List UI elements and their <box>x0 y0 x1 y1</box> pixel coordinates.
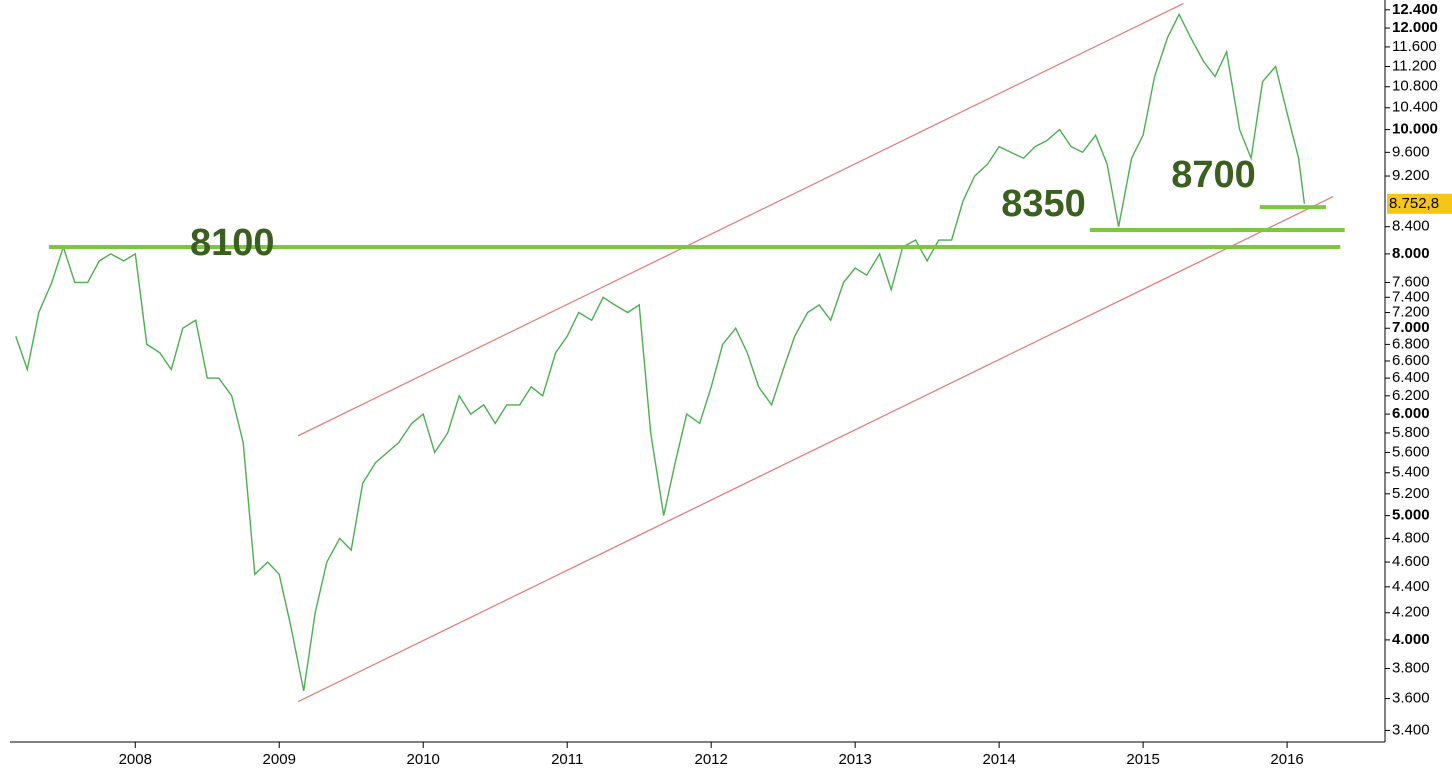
last-price-box <box>1387 193 1452 214</box>
x-tick-label: 2016 <box>1270 751 1303 768</box>
level-label: 8700 <box>1171 154 1256 196</box>
y-tick-label: 6.400 <box>1392 369 1430 386</box>
x-tick-label: 2015 <box>1126 751 1159 768</box>
y-tick-label: 7.400 <box>1392 288 1430 305</box>
y-tick-label: 8.000 <box>1392 245 1430 262</box>
y-tick-label: 9.600 <box>1392 143 1430 160</box>
y-tick-label: 6.600 <box>1392 352 1430 369</box>
x-tick-label: 2013 <box>838 751 871 768</box>
y-tick-label: 12.000 <box>1392 19 1438 36</box>
y-tick-label: 10.000 <box>1392 121 1438 138</box>
y-tick-label: 3.600 <box>1392 690 1430 707</box>
channel-line <box>297 2 1184 437</box>
y-tick-label: 5.200 <box>1392 485 1430 502</box>
level-label: 8100 <box>190 222 275 264</box>
y-tick-label: 10.400 <box>1392 99 1438 116</box>
y-tick-label: 6.000 <box>1392 405 1430 422</box>
y-tick-label: 7.200 <box>1392 304 1430 321</box>
y-tick-label: 6.200 <box>1392 387 1430 404</box>
y-tick-label: 3.800 <box>1392 659 1430 676</box>
y-tick-label: 5.000 <box>1392 507 1430 524</box>
y-tick-label: 8.400 <box>1392 218 1430 235</box>
level-label: 8350 <box>1001 183 1086 225</box>
y-tick-label: 7.600 <box>1392 273 1430 290</box>
y-tick-label: 5.600 <box>1392 443 1430 460</box>
y-tick-label: 3.400 <box>1392 721 1430 738</box>
y-tick-label: 9.200 <box>1392 167 1430 184</box>
y-tick-label: 4.800 <box>1392 529 1430 546</box>
x-tick-label: 2014 <box>982 751 1015 768</box>
y-tick-label: 10.800 <box>1392 78 1438 95</box>
y-tick-label: 6.800 <box>1392 335 1430 352</box>
x-tick-label: 2008 <box>119 751 152 768</box>
y-tick-label: 4.000 <box>1392 631 1430 648</box>
last-price-label: 8.752,8 <box>1389 195 1439 212</box>
y-tick-label: 5.800 <box>1392 424 1430 441</box>
y-tick-label: 11.600 <box>1392 38 1437 55</box>
y-tick-label: 5.400 <box>1392 464 1430 481</box>
channel-line <box>297 195 1334 703</box>
y-tick-label: 4.600 <box>1392 553 1430 570</box>
x-tick-label: 2010 <box>407 751 440 768</box>
price-line <box>15 12 1306 692</box>
y-tick-label: 4.400 <box>1392 578 1430 595</box>
x-tick-label: 2009 <box>263 751 296 768</box>
x-tick-label: 2012 <box>694 751 727 768</box>
y-tick-label: 11.200 <box>1392 57 1437 74</box>
x-tick-label: 2011 <box>551 751 583 768</box>
y-tick-label: 4.200 <box>1392 604 1430 621</box>
y-tick-label: 12.400 <box>1392 1 1438 18</box>
y-tick-label: 7.000 <box>1392 319 1430 336</box>
